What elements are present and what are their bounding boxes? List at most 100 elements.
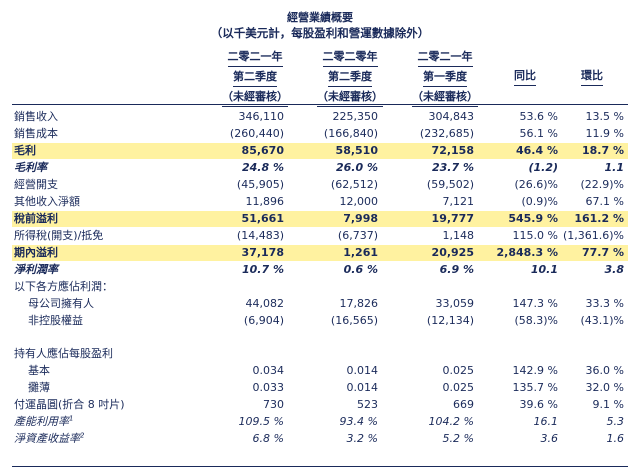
table-row: 以下各方應佔利潤： — [12, 279, 628, 295]
row-label: 期內溢利 — [14, 246, 58, 259]
row-value: 9.1 % — [592, 398, 624, 411]
table-row: 所得稅(開支)/抵免 (14,483) (6,737) 1,148 115.0 % (1,… — [12, 228, 628, 244]
column-header: 同比 — [495, 47, 555, 105]
footnote-marker: 2 — [80, 431, 85, 440]
row-value: 669 — [453, 398, 474, 411]
footnote-marker: 1 — [69, 414, 74, 423]
row-value: 2,848.3 % — [496, 246, 558, 259]
row-value: (232,685) — [419, 127, 474, 140]
row-value: 0.6 % — [343, 263, 378, 276]
table-row: 付運晶圓(折合 8 吋片) 730 523 669 39.6 % 9.1 % — [12, 397, 628, 413]
column-header-line — [523, 89, 527, 102]
row-value: 36.0 % — [585, 364, 624, 377]
row-value: 3.2 % — [346, 432, 378, 445]
row-value: (43.1)% — [580, 314, 624, 327]
row-value: 142.9 % — [512, 364, 558, 377]
row-value: 3.6 — [540, 432, 559, 445]
row-value: (45,905) — [236, 178, 284, 191]
row-value: 19,777 — [431, 212, 474, 225]
table-row: 非控股權益 (6,904) (16,565) (12,134) (58.3)% (43.1… — [12, 313, 628, 329]
row-value: 20,925 — [431, 246, 474, 259]
row-value: 523 — [357, 398, 378, 411]
row-value: 93.4 % — [339, 415, 378, 428]
row-value: (0.9)% — [521, 195, 558, 208]
table-row: 銷售收入 346,110 225,350 304,843 53.6 % 13.5 % — [12, 109, 628, 125]
row-value: 72,158 — [431, 144, 474, 157]
row-value: 33,059 — [435, 297, 475, 310]
table-row: 產能利用率1 109.5 % 93.4 % 104.2 % 16.1 5.3 — [12, 414, 628, 430]
row-label: 淨資產收益率2 — [14, 431, 85, 445]
row-value: 6.9 % — [439, 263, 474, 276]
row-label: 銷售收入 — [14, 110, 58, 123]
row-value: 51,661 — [241, 212, 284, 225]
table-row: 基本 0.034 0.014 0.025 142.9 % 36.0 % — [12, 363, 628, 379]
row-value: (62,512) — [330, 178, 378, 191]
row-value: 104.2 % — [428, 415, 474, 428]
row-value: 5.3 — [606, 415, 625, 428]
column-header-line: 二零二零年 — [322, 47, 378, 67]
row-value: 11.9 % — [585, 127, 624, 140]
row-label: 母公司擁有人 — [28, 297, 94, 310]
row-value: 85,670 — [241, 144, 284, 157]
row-value: 5.2 % — [442, 432, 474, 445]
row-value: (166,840) — [323, 127, 378, 140]
report-subtitle: （以千美元計，每股盈利和營運數據除外） — [210, 26, 430, 40]
table-row: 持有人應佔每股盈利 — [12, 346, 628, 362]
column-header-line: 二零二一年 — [417, 47, 473, 67]
column-header-line — [523, 50, 527, 63]
column-header-line: （未經審核） — [412, 87, 478, 107]
row-value: 56.1 % — [519, 127, 558, 140]
row-value: 0.025 — [442, 381, 475, 394]
row-value: 1.6 — [606, 432, 625, 445]
row-value: 13.5 % — [585, 110, 624, 123]
row-value: 33.3 % — [585, 297, 624, 310]
row-label: 基本 — [28, 364, 50, 377]
row-value: (58.3)% — [514, 314, 558, 327]
row-value: (6,737) — [337, 229, 378, 242]
row-value: 1,148 — [442, 229, 475, 242]
row-value: 67.1 % — [585, 195, 624, 208]
row-value: 53.6 % — [519, 110, 558, 123]
column-header-line: 第二季度 — [328, 67, 372, 87]
row-label: 以下各方應佔利潤： — [14, 280, 113, 293]
column-header-line: （未經審核） — [317, 87, 383, 107]
row-value: 6.8 % — [252, 432, 284, 445]
row-value: (59,502) — [426, 178, 474, 191]
table-row: 稅前溢利 51,661 7,998 19,777 545.9 % 161.2 % — [12, 211, 628, 227]
row-label: 毛利 — [14, 144, 36, 157]
row-value: 39.6 % — [519, 398, 558, 411]
row-value: 18.7 % — [582, 144, 624, 157]
table-row: 銷售成本 (260,440) (166,840) (232,685) 56.1 % 11.… — [12, 126, 628, 142]
row-value: (14,483) — [236, 229, 284, 242]
table-row: 期內溢利 37,178 1,261 20,925 2,848.3 % 77.7 % — [12, 245, 628, 261]
row-label: 非控股權益 — [28, 314, 83, 327]
row-value: 17,826 — [339, 297, 379, 310]
row-value: 11,896 — [245, 195, 285, 208]
row-value: 23.7 % — [432, 161, 474, 174]
row-value: 225,350 — [332, 110, 379, 123]
row-value: 58,510 — [335, 144, 378, 157]
column-header: 二零二一年 第二季度 （未經審核） — [210, 47, 300, 107]
row-value: 7,121 — [442, 195, 475, 208]
row-value: (22.9)% — [580, 178, 624, 191]
row-label: 其他收入淨額 — [14, 195, 80, 208]
table-row: 毛利率 24.8 % 26.0 % 23.7 % (1.2) 1.1 — [12, 160, 628, 176]
column-header-line: 第一季度 — [423, 67, 467, 87]
row-value: 77.7 % — [582, 246, 624, 259]
column-header-line: 二零二一年 — [227, 47, 283, 67]
row-value: 32.0 % — [585, 381, 624, 394]
row-label: 攤薄 — [28, 381, 50, 394]
row-value: 46.4 % — [516, 144, 558, 157]
row-value: 545.9 % — [508, 212, 558, 225]
column-header-line — [590, 89, 594, 102]
row-label: 銷售成本 — [14, 127, 58, 140]
row-label: 經營開支 — [14, 178, 58, 191]
row-value: 3.8 — [604, 263, 625, 276]
row-label: 持有人應佔每股盈利 — [14, 347, 113, 360]
row-value: 109.5 % — [238, 415, 284, 428]
table-row: 淨利潤率 10.7 % 0.6 % 6.9 % 10.1 3.8 — [12, 262, 628, 278]
table-row: 淨資產收益率2 6.8 % 3.2 % 5.2 % 3.6 1.6 — [12, 431, 628, 447]
row-value: (1,361.6)% — [562, 229, 624, 242]
row-value: 16.1 — [533, 415, 559, 428]
row-value: 12,000 — [339, 195, 379, 208]
